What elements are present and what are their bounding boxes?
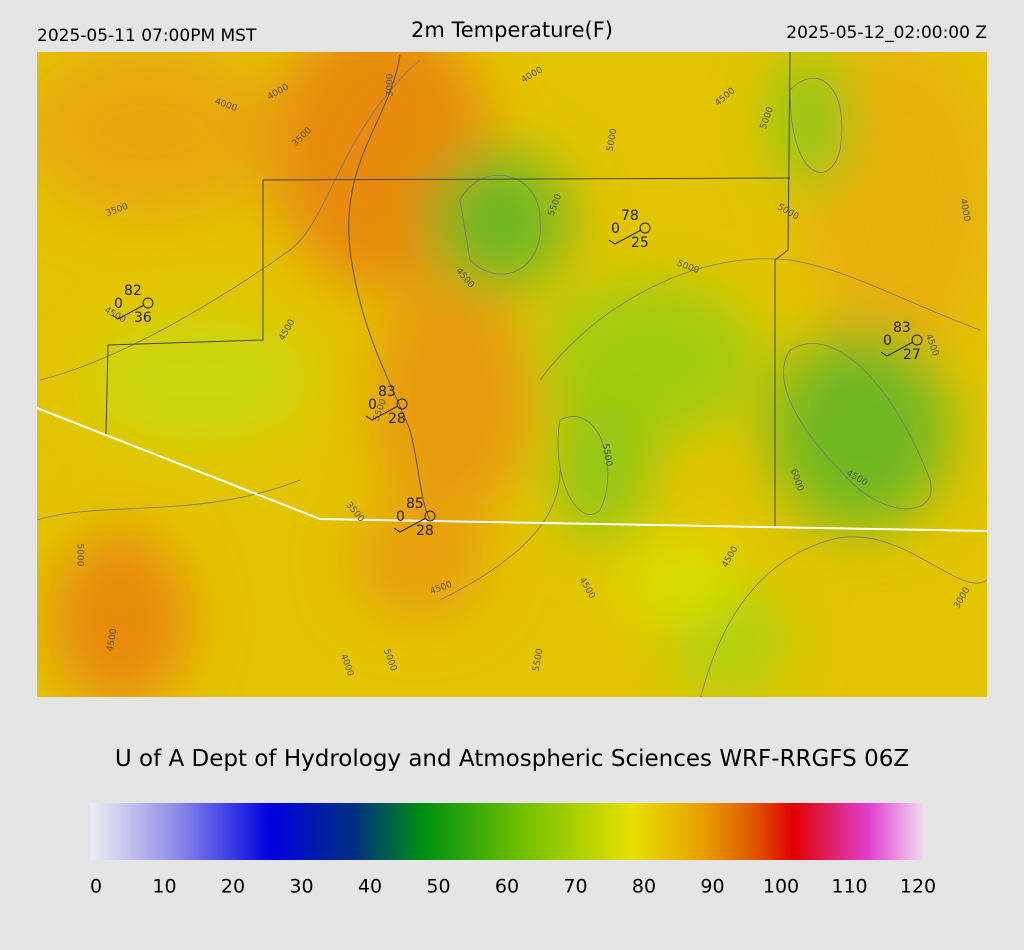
colorbar-tick-label: 30	[289, 876, 313, 898]
colorbar-tick-label: 120	[900, 876, 936, 898]
colorbar	[90, 803, 925, 860]
station-circle	[142, 297, 154, 309]
station-circle	[424, 510, 436, 522]
station-temperature: 85	[406, 496, 424, 512]
contour-label: 5000	[75, 544, 85, 567]
station-circle	[911, 334, 923, 346]
colorbar-tick-label: 40	[358, 876, 382, 898]
colorbar-tick-label: 10	[152, 876, 176, 898]
wind-barb	[365, 405, 399, 421]
station-dewpoint: 28	[388, 411, 406, 427]
station-left: 0	[611, 221, 620, 237]
station-left: 0	[114, 296, 123, 312]
station-circle	[639, 222, 651, 234]
station-dewpoint: 28	[416, 523, 434, 539]
contour-label: 4000	[958, 198, 972, 223]
contour-label: 3000	[386, 73, 396, 96]
footer: U of A Dept of Hydrology and Atmospheric…	[115, 746, 909, 772]
contour-label: 5500	[532, 648, 546, 673]
colorbar-tick-label: 70	[563, 876, 587, 898]
station-dewpoint: 25	[631, 235, 649, 251]
colorbar-tick-label: 110	[831, 876, 867, 898]
valid-local: 2025-05-11 07:00PM MST	[37, 26, 257, 46]
colorbar-tick-label: 80	[632, 876, 656, 898]
colorbar-tick-label: 0	[90, 876, 102, 898]
map-title: 2m Temperature(F)	[411, 18, 613, 42]
station-temperature: 78	[621, 208, 639, 224]
station-left: 0	[368, 397, 377, 413]
valid-utc: 2025-05-12_02:00:00 Z	[786, 23, 987, 43]
contour-label: 5000	[606, 128, 620, 153]
wind-barb	[393, 517, 427, 533]
station-left: 0	[883, 333, 892, 349]
station-temperature: 83	[378, 384, 396, 400]
station-circle	[396, 398, 408, 410]
contour-label: 4500	[106, 628, 120, 653]
colorbar-tick-label: 60	[495, 876, 519, 898]
wind-barb	[111, 304, 145, 320]
station-dewpoint: 36	[134, 310, 152, 326]
colorbar-tick-label: 20	[221, 876, 245, 898]
station-dewpoint: 27	[903, 347, 921, 363]
colorbar-tick-label: 90	[700, 876, 724, 898]
colorbar-tick-label: 50	[426, 876, 450, 898]
wind-barb	[608, 229, 642, 245]
contour-label: 5500	[600, 443, 614, 468]
wind-barb	[880, 341, 914, 357]
station-temperature: 82	[124, 283, 142, 299]
colorbar-tick-label: 100	[763, 876, 799, 898]
station-temperature: 83	[893, 320, 911, 336]
station-left: 0	[396, 509, 405, 525]
